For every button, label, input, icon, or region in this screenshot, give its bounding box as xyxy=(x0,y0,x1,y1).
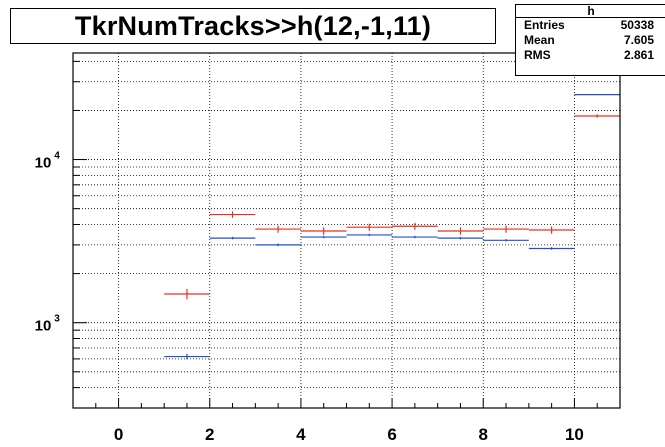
histogram-title-box: TkrNumTracks>>h(12,-1,11) xyxy=(10,8,496,44)
plot-frame xyxy=(72,52,621,409)
stats-rms-value: 2.861 xyxy=(623,48,654,62)
histogram-title: TkrNumTracks>>h(12,-1,11) xyxy=(74,10,432,41)
y-tick-exponent: 3 xyxy=(54,314,60,325)
x-tick-label: 8 xyxy=(479,425,488,444)
stats-row-mean: Mean 7.605 xyxy=(516,33,665,48)
x-tick-label: 6 xyxy=(387,425,396,444)
x-tick-label: 4 xyxy=(296,425,306,444)
x-tick-label: 10 xyxy=(565,425,584,444)
y-tick-exponent: 4 xyxy=(54,151,60,162)
y-tick-label: 10 xyxy=(35,318,52,335)
stats-row-rms: RMS 2.861 xyxy=(516,48,665,63)
stats-mean-label: Mean xyxy=(524,33,555,47)
stats-row-entries: Entries 50338 xyxy=(516,18,665,33)
x-tick-label: 2 xyxy=(205,425,214,444)
stats-rms-label: RMS xyxy=(524,48,551,62)
x-tick-label: 0 xyxy=(114,425,123,444)
stats-box: h Entries 50338 Mean 7.605 RMS 2.861 xyxy=(515,4,665,76)
stats-entries-value: 50338 xyxy=(620,18,654,32)
stats-histogram-name: h xyxy=(516,5,665,18)
stats-entries-label: Entries xyxy=(524,18,565,32)
stats-mean-value: 7.605 xyxy=(623,33,654,47)
y-tick-label: 10 xyxy=(35,155,52,172)
